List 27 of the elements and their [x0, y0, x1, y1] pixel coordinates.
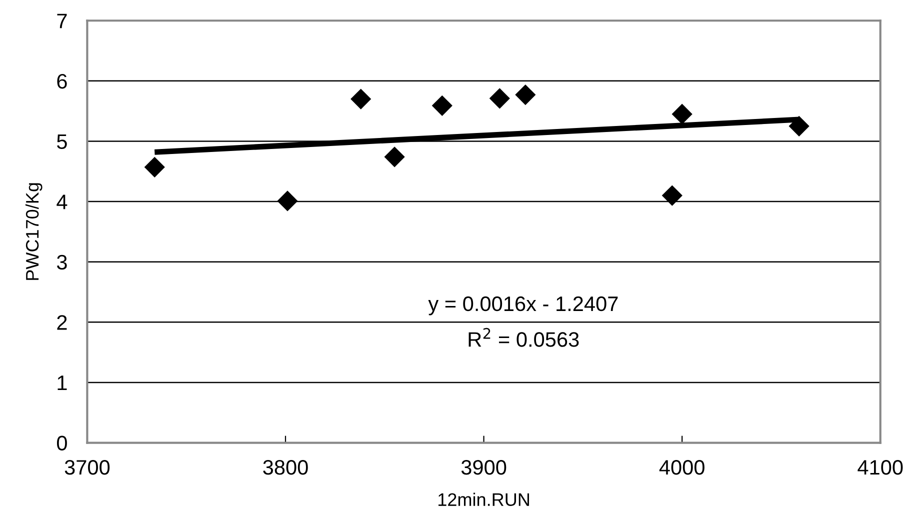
- y-tick-label: 7: [57, 14, 67, 28]
- point: [788, 116, 810, 136]
- y-tick-label: 6: [57, 74, 67, 89]
- x-tick-label: 3700: [64, 460, 110, 475]
- point: [277, 190, 298, 212]
- point: [432, 95, 452, 116]
- point: [144, 156, 165, 178]
- y-axis-title: PWC170/Kg: [25, 183, 42, 280]
- x-tick-label: 3900: [461, 460, 506, 475]
- point: [515, 84, 536, 106]
- annotation: y = 0.0016x - 1.2407: [428, 296, 618, 316]
- y-tick-label: 4: [56, 194, 68, 210]
- x-tick-label: 3800: [263, 460, 308, 475]
- annotation: R$^{2}$ = 0.0563: [468, 328, 579, 347]
- x-tick-label: 4000: [659, 460, 704, 475]
- point: [672, 104, 692, 124]
- y-tick-label: 0: [56, 436, 67, 451]
- point: [350, 88, 372, 110]
- point: [489, 88, 510, 109]
- y-tick-label: 5: [57, 134, 67, 149]
- y-tick-label: 3: [56, 254, 67, 270]
- y-tick-label: 1: [58, 376, 67, 390]
- point: [662, 185, 682, 206]
- x-tick-label: 4100: [858, 460, 903, 475]
- x-axis-title: 12min.RUN: [438, 492, 529, 506]
- y-tick-label: 2: [57, 315, 67, 330]
- point: [384, 146, 405, 168]
